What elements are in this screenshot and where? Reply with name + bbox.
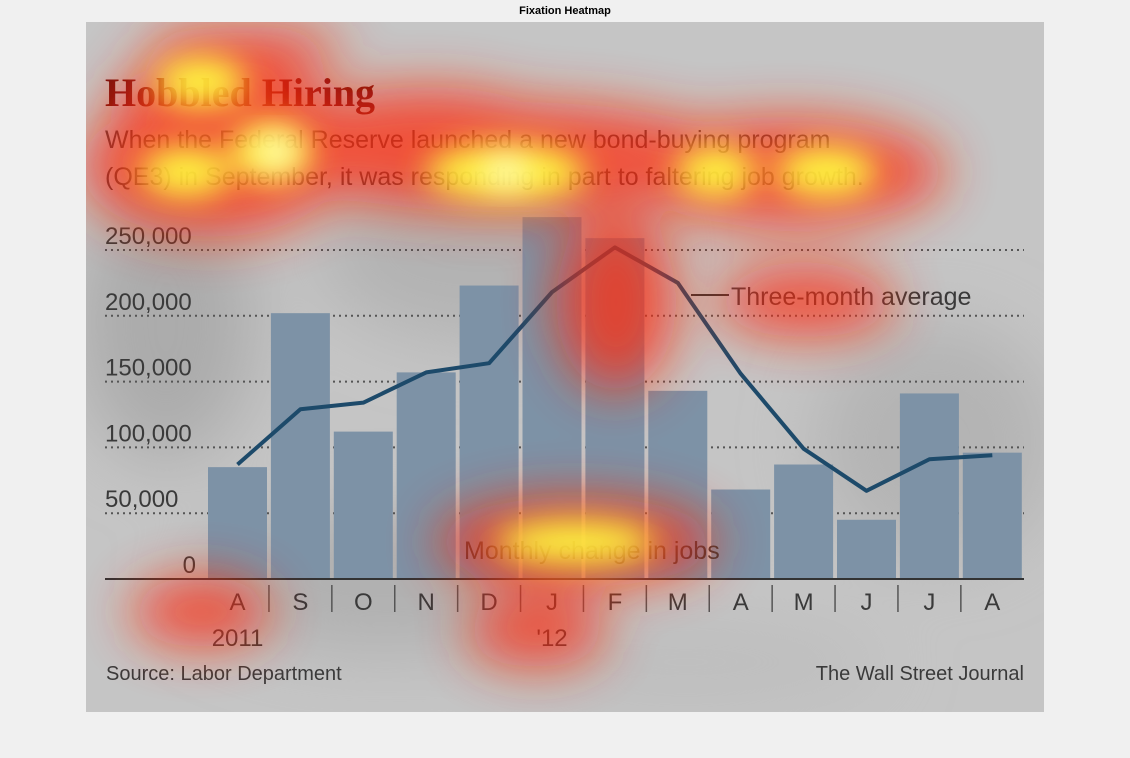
figure-title: Fixation Heatmap (519, 5, 611, 17)
x-tick-label: J (923, 589, 935, 616)
bar (585, 238, 645, 579)
bar-series-label: Monthly change in jobs (464, 537, 720, 565)
y-tick-label: 200,000 (105, 289, 192, 316)
x-tick-label: N (418, 589, 435, 616)
x-tick-label: A (984, 589, 1000, 616)
x-tick-label: M (794, 589, 814, 616)
x-tick-label: D (480, 589, 497, 616)
bar (774, 464, 834, 579)
bar (459, 285, 519, 579)
x-tick-label: A (229, 589, 245, 616)
y-tick-label: 100,000 (105, 420, 192, 447)
bar (522, 217, 582, 579)
y-tick-label: 0 (183, 552, 196, 579)
x-tick-label: O (354, 589, 373, 616)
heatmap-stage: Hobbled Hiring When the Federal Reserve … (86, 22, 1044, 712)
x-tick-label: A (733, 589, 749, 616)
year-label: 2011 (212, 625, 264, 652)
line-series-label: Three-month average (731, 283, 971, 311)
x-tick-label: J (861, 589, 873, 616)
chart-canvas: Hobbled Hiring When the Federal Reserve … (86, 70, 1044, 702)
x-tick-label: F (608, 589, 623, 616)
y-tick-label: 150,000 (105, 355, 192, 382)
bar (899, 393, 959, 579)
x-tick-label: M (668, 589, 688, 616)
bar (208, 467, 267, 579)
bar (333, 431, 393, 579)
bar (962, 452, 1022, 579)
y-tick-label: 250,000 (105, 223, 192, 250)
chart-subtitle-line-2: (QE3) in September, it was responding in… (105, 163, 864, 191)
chart-title: Hobbled Hiring (105, 70, 375, 115)
bar (711, 489, 771, 579)
bar (837, 519, 896, 579)
x-tick-label: S (292, 589, 308, 616)
year-label: '12 (536, 625, 567, 652)
source-note: Source: Labor Department (106, 663, 342, 685)
x-tick-label: J (546, 589, 558, 616)
y-tick-label: 50,000 (105, 486, 178, 513)
bar (396, 372, 456, 579)
credit-note: The Wall Street Journal (816, 663, 1024, 685)
bar (270, 313, 330, 579)
chart-subtitle-line-1: When the Federal Reserve launched a new … (105, 126, 830, 154)
